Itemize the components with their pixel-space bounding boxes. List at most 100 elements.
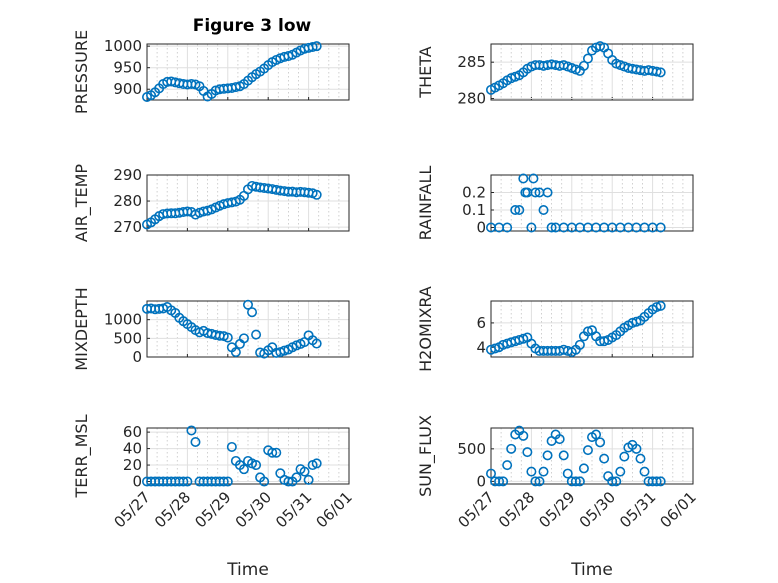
- y-tick-label: 0.2: [462, 184, 486, 202]
- y-tick-label: 1000: [104, 311, 142, 329]
- theta-subplot: 280 285 THETA: [416, 41, 694, 108]
- data-point: [518, 333, 529, 344]
- data-point: [238, 464, 249, 475]
- data-point: [582, 53, 593, 64]
- data-point: [526, 222, 537, 233]
- x-tick-label: 05/28: [151, 488, 194, 531]
- axes-frame: [146, 427, 350, 485]
- data-point: [554, 434, 565, 445]
- data-point: [582, 326, 593, 337]
- data-point: [279, 345, 290, 356]
- y-tick-label: 0: [132, 348, 142, 366]
- data-point: [558, 450, 569, 461]
- axes-frame: [146, 43, 350, 101]
- y-axis-label: H2OMIXRA: [416, 286, 435, 372]
- data-point: [611, 476, 622, 487]
- data-point: [311, 458, 322, 469]
- data-point: [528, 173, 539, 184]
- x-tick-label: 06/01: [657, 488, 700, 531]
- data-point: [562, 468, 573, 479]
- y-tick-label: 500: [457, 440, 486, 458]
- y-tick-label: 290: [113, 166, 142, 184]
- data-point: [578, 60, 589, 71]
- data-point: [651, 66, 662, 77]
- data-point: [283, 476, 294, 487]
- y-tick-label: 950: [113, 59, 142, 77]
- data-point: [639, 466, 650, 477]
- data-point: [514, 205, 525, 216]
- data-point: [574, 339, 585, 350]
- axes-frame: [490, 300, 694, 358]
- data-point: [243, 299, 254, 310]
- y-tick-label: 0: [476, 472, 486, 490]
- y-tick-label: 6: [476, 314, 486, 332]
- y-tick-label: 40: [123, 440, 142, 458]
- y-axis-label: AIR_TEMP: [72, 164, 92, 242]
- y-axis-label: THETA: [416, 46, 435, 98]
- data-point: [655, 67, 666, 78]
- y-tick-label: 280: [113, 192, 142, 210]
- data-point: [186, 425, 197, 436]
- data-point: [542, 187, 553, 198]
- x-tick-label: 05/27: [455, 488, 498, 531]
- data-point: [582, 445, 593, 456]
- x-tick-label: 05/29: [535, 488, 578, 531]
- x-tick-label: 05/30: [576, 488, 619, 531]
- data-point: [259, 476, 270, 487]
- x-tick-label: 05/31: [616, 488, 659, 531]
- data-point: [307, 42, 318, 53]
- x-axis-label: Time: [570, 560, 613, 580]
- y-tick-label: 0.1: [462, 201, 486, 219]
- data-point: [498, 476, 509, 487]
- x-tick-label: 05/30: [232, 488, 275, 531]
- rainfall-subplot: 00.10.2 RAINFALL: [416, 166, 694, 241]
- figure-title: Figure 3 low: [193, 16, 312, 36]
- data-point: [570, 476, 581, 487]
- axes-frame: [146, 174, 350, 232]
- data-point: [635, 453, 646, 464]
- data-point: [619, 451, 630, 462]
- data-point: [578, 463, 589, 474]
- y-tick-label: 280: [457, 90, 486, 108]
- data-point: [518, 430, 529, 441]
- data-point: [299, 466, 310, 477]
- y-tick-label: 0: [476, 219, 486, 237]
- x-axis-label: Time: [226, 560, 269, 580]
- y-axis-label: PRESSURE: [72, 30, 91, 114]
- y-tick-label: 1000: [104, 37, 142, 55]
- y-tick-label: 0: [132, 473, 142, 491]
- data-point: [574, 476, 585, 487]
- x-tick-label: 06/01: [313, 488, 356, 531]
- data-point: [599, 336, 610, 347]
- h2omixra-subplot: 4 6 H2OMIXRA: [416, 286, 694, 372]
- data-point: [591, 429, 602, 440]
- data-point: [222, 476, 233, 487]
- data-point: [595, 437, 606, 448]
- data-point: [303, 474, 314, 485]
- data-point: [530, 476, 541, 487]
- data-point: [506, 443, 517, 454]
- data-point: [615, 466, 626, 477]
- data-point: [538, 205, 549, 216]
- y-axis-label: SUN_FLUX: [416, 415, 436, 497]
- data-point: [542, 450, 553, 461]
- data-point: [238, 333, 249, 344]
- data-point: [251, 329, 262, 340]
- data-point: [311, 338, 322, 349]
- data-point: [522, 447, 533, 458]
- y-tick-label: 4: [476, 338, 486, 356]
- pressure-subplot: 900 950 1000 PRESSURE: [72, 30, 350, 114]
- data-point: [222, 332, 233, 343]
- data-point: [534, 476, 545, 487]
- data-point: [182, 476, 193, 487]
- data-point: [655, 476, 666, 487]
- subplot-grid: 900 950 1000 PRESSURE 280 285 THETA 270 280 290 AI…: [72, 30, 700, 580]
- data-point: [230, 347, 241, 358]
- data-point: [226, 441, 237, 452]
- data-point: [485, 468, 496, 479]
- data-point: [271, 447, 282, 458]
- y-axis-label: RAINFALL: [416, 166, 435, 241]
